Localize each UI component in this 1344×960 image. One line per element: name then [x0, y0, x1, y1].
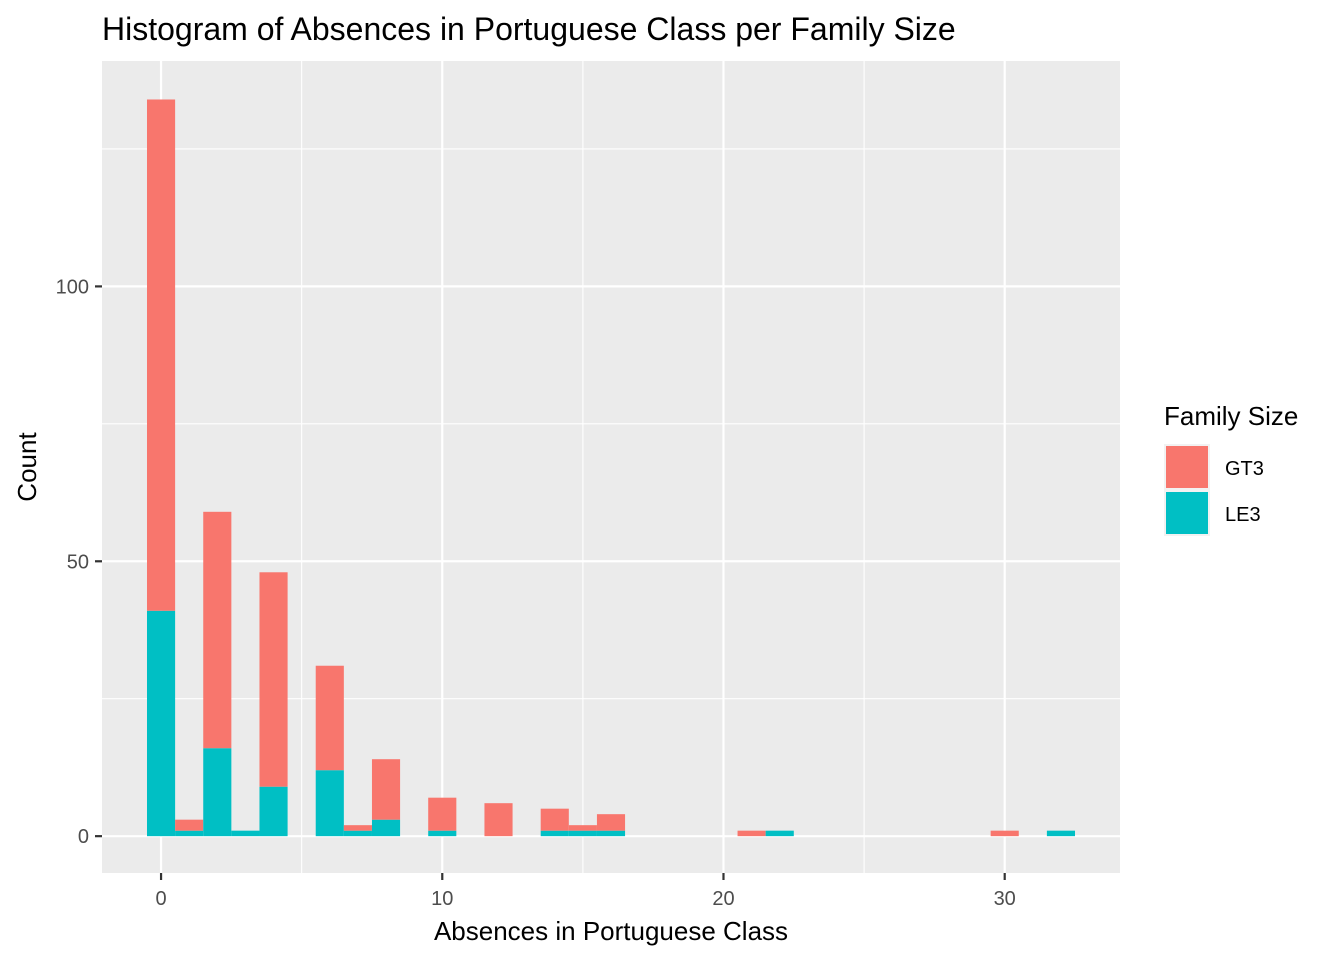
- legend-label-gt3: GT3: [1225, 458, 1264, 480]
- bar-gt3-bin-21: [737, 830, 766, 837]
- x-tick-label-0: 0: [155, 888, 166, 910]
- legend: Family Size GT3 LE3: [1164, 401, 1298, 536]
- bar-le3-bin-0: [146, 610, 176, 837]
- bar-le3-bin-10: [428, 830, 457, 837]
- bar-le3-bin-4: [259, 786, 288, 837]
- bar-le3-bin-8: [371, 819, 401, 837]
- bar-gt3-bin-0: [146, 99, 176, 611]
- bar-gt3-bin-12: [484, 803, 513, 837]
- bar-le3-bin-3: [231, 830, 260, 837]
- y-axis: 0 50 100: [56, 276, 102, 848]
- legend-label-le3: LE3: [1225, 504, 1261, 526]
- bar-le3-bin-22: [765, 830, 794, 837]
- legend-key-gt3: [1166, 446, 1208, 488]
- bar-le3-bin-16: [596, 830, 626, 837]
- bar-gt3-bin-4: [259, 572, 288, 787]
- bar-gt3-bin-7: [343, 825, 372, 831]
- bar-le3-bin-7: [343, 830, 372, 837]
- bar-gt3-bin-30: [990, 830, 1019, 837]
- y-axis-title: Count: [12, 432, 42, 502]
- bar-le3-bin-6: [315, 770, 344, 837]
- legend-title: Family Size: [1164, 401, 1298, 431]
- bar-gt3-bin-2: [203, 511, 232, 749]
- chart-title: Histogram of Absences in Portuguese Clas…: [102, 11, 956, 47]
- bar-gt3-bin-10: [428, 797, 457, 831]
- x-tick-label-1: 10: [431, 888, 453, 910]
- x-axis: 0 10 20 30: [155, 873, 1016, 910]
- bar-le3-bin-1: [175, 830, 204, 837]
- bar-gt3-bin-8: [371, 759, 401, 820]
- bar-le3-bin-14: [540, 830, 569, 837]
- bar-gt3-bin-15: [568, 825, 597, 831]
- legend-key-le3: [1166, 492, 1208, 534]
- x-tick-label-2: 20: [712, 888, 734, 910]
- bar-le3-bin-2: [203, 748, 232, 837]
- plot-panel: [102, 61, 1120, 873]
- x-axis-title: Absences in Portuguese Class: [434, 916, 788, 946]
- bar-gt3-bin-14: [540, 808, 569, 831]
- bar-gt3-bin-1: [175, 819, 204, 831]
- y-tick-label-0: 0: [78, 826, 89, 848]
- bar-gt3-bin-16: [596, 814, 626, 831]
- y-tick-label-1: 50: [67, 551, 89, 573]
- bar-le3-bin-32: [1046, 830, 1076, 837]
- y-tick-label-2: 100: [56, 276, 89, 298]
- bars: [146, 99, 1076, 837]
- bar-le3-bin-15: [568, 830, 597, 837]
- bar-gt3-bin-6: [315, 665, 344, 771]
- x-tick-label-3: 30: [994, 888, 1016, 910]
